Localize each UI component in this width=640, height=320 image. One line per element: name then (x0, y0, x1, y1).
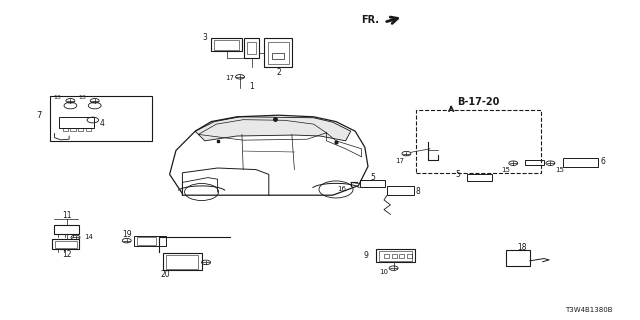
Bar (244, 38, 259, 58)
Bar (563, 158, 598, 167)
Text: 4: 4 (99, 119, 104, 128)
Bar (392, 254, 397, 258)
Bar (214, 40, 239, 50)
Bar (52, 239, 79, 249)
Bar (384, 254, 389, 258)
Bar (54, 225, 79, 234)
Bar (399, 254, 404, 258)
Text: 17: 17 (225, 75, 234, 81)
Text: 15: 15 (501, 167, 510, 172)
Bar (467, 174, 492, 181)
Text: 10: 10 (380, 269, 388, 275)
Polygon shape (195, 117, 351, 141)
Bar (55, 241, 77, 248)
Bar (360, 180, 385, 187)
Bar (211, 38, 242, 51)
Text: 12: 12 (62, 250, 71, 259)
Bar (387, 186, 414, 195)
Text: 13: 13 (54, 95, 61, 100)
Bar (78, 128, 83, 131)
Text: 8: 8 (416, 188, 420, 196)
Text: B-17-20: B-17-20 (458, 97, 500, 108)
Bar (134, 236, 166, 246)
Text: 7: 7 (36, 111, 42, 120)
Text: 5: 5 (370, 173, 375, 182)
Bar (86, 128, 91, 131)
Bar (376, 249, 415, 262)
Text: 18: 18 (517, 243, 526, 252)
Text: 16: 16 (337, 186, 346, 192)
Bar (525, 160, 544, 165)
Text: 20: 20 (160, 270, 170, 279)
Text: 1: 1 (249, 82, 254, 91)
Bar (247, 42, 256, 54)
Bar (268, 42, 289, 64)
Bar (379, 251, 412, 261)
Bar (63, 128, 68, 131)
Text: 6: 6 (600, 157, 605, 166)
Text: 11: 11 (62, 211, 71, 220)
Bar (59, 117, 94, 128)
Bar (264, 38, 292, 67)
Text: T3W4B1380B: T3W4B1380B (565, 308, 612, 313)
Text: 5: 5 (455, 170, 460, 179)
Polygon shape (170, 115, 368, 195)
Bar (50, 96, 152, 141)
Text: 9: 9 (363, 252, 368, 260)
Bar (70, 128, 76, 131)
Bar (407, 254, 412, 258)
Text: FR.: FR. (361, 15, 379, 26)
Text: 13: 13 (79, 95, 86, 100)
Text: 15: 15 (556, 167, 564, 172)
Text: 17: 17 (396, 158, 404, 164)
Text: 14: 14 (84, 235, 93, 240)
Bar (506, 250, 530, 266)
Bar (166, 255, 198, 269)
Bar (137, 237, 156, 245)
Text: 3: 3 (202, 33, 207, 42)
Text: 19: 19 (122, 230, 132, 239)
Bar (272, 53, 284, 59)
Bar (416, 110, 541, 173)
Text: 2: 2 (276, 68, 281, 76)
Bar (163, 253, 202, 270)
